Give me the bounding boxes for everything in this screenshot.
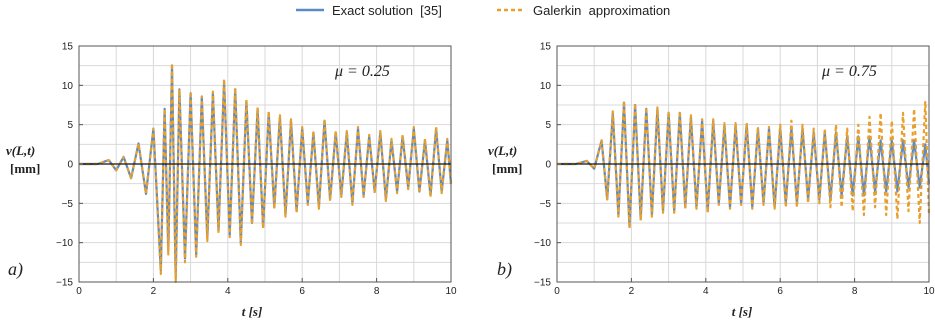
y-tick-label: 10 <box>62 81 74 92</box>
legend-label-exact: Exact solution [35] <box>332 3 442 18</box>
y-tick-label: 10 <box>540 81 552 92</box>
axes-a: 0 2 4 6 8 10 −15 −10 −5 0 5 10 15 <box>56 42 457 298</box>
y-tick-label: 5 <box>67 120 73 131</box>
x-tick-label: 4 <box>225 286 231 297</box>
y-tick-label: 5 <box>545 120 551 131</box>
y-tick-label: −5 <box>540 199 552 210</box>
series-line-galerkin <box>557 100 931 230</box>
series-line-galerkin <box>79 62 453 284</box>
x-tick-label: 0 <box>76 286 82 297</box>
x-tick-label: 8 <box>374 286 380 297</box>
x-tick-label: 2 <box>629 286 635 297</box>
y-tick-label: −10 <box>534 238 551 249</box>
y-tick-label: 15 <box>540 42 552 53</box>
xlabel-b: t [s] <box>732 304 753 319</box>
ylabel-a-line1: v(L,t) <box>6 143 35 158</box>
y-tick-label: −15 <box>56 278 73 289</box>
x-tick-label: 0 <box>554 286 560 297</box>
y-tick-label: −10 <box>56 238 73 249</box>
panel-a: 0 2 4 6 8 10 −15 −10 −5 0 5 10 15 μ = 0.25 a) v(L,t)… <box>6 42 457 320</box>
x-tick-label: 6 <box>777 286 783 297</box>
ylabel-b-line2: [mm] <box>492 161 522 176</box>
panel-tag-a: a) <box>8 259 23 280</box>
x-tick-label: 4 <box>703 286 709 297</box>
ylabel-a-line2: [mm] <box>10 161 40 176</box>
mu-label-b: μ = 0.75 <box>821 63 877 80</box>
y-tick-label: 0 <box>545 160 551 171</box>
y-tick-label: −15 <box>534 278 551 289</box>
x-tick-label: 6 <box>299 286 305 297</box>
x-tick-label: 8 <box>852 286 858 297</box>
xlabel-a: t [s] <box>242 304 263 319</box>
x-tick-label: 2 <box>151 286 157 297</box>
series-a <box>79 62 453 284</box>
y-tick-label: 0 <box>67 160 73 171</box>
x-tick-label: 10 <box>445 286 457 297</box>
y-tick-label: 15 <box>62 42 74 53</box>
ylabel-b-line1: v(L,t) <box>488 143 517 158</box>
legend-label-galerkin: Galerkin approximation <box>533 3 670 18</box>
mu-label-a: μ = 0.25 <box>334 63 390 80</box>
panel-tag-b: b) <box>497 259 512 280</box>
legend: Exact solution [35] Galerkin approximati… <box>296 3 670 18</box>
x-tick-label: 10 <box>923 286 935 297</box>
axes-b: 0 2 4 6 8 10 −15 −10 −5 0 5 10 15 <box>534 42 935 298</box>
y-tick-label: −5 <box>62 199 74 210</box>
panel-b: 0 2 4 6 8 10 −15 −10 −5 0 5 10 15 μ = 0.75 b) v(L,t)… <box>488 42 935 320</box>
